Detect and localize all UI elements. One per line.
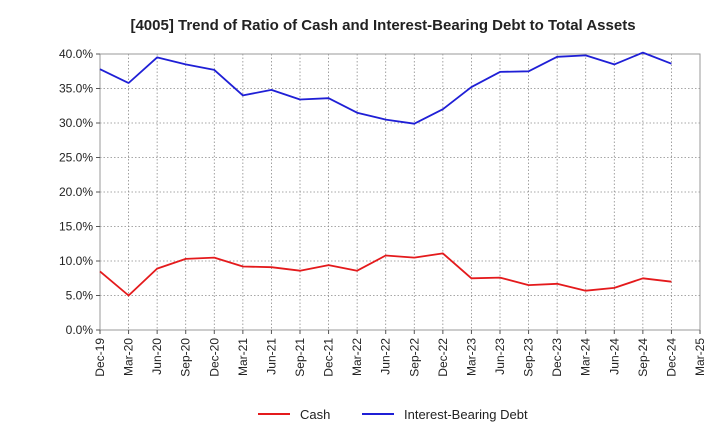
x-tick-label: Dec-24 (664, 338, 678, 377)
x-tick-label: Dec-20 (207, 338, 221, 377)
x-tick-label: Mar-20 (122, 338, 136, 376)
x-tick-label: Dec-22 (436, 338, 450, 377)
x-axis: Dec-19 Mar-20 Jun-20 Sep-20 Dec-20 Mar-21 Jun-… (93, 330, 707, 377)
series-line-cash (99, 252, 672, 297)
x-tick-label: Jun-24 (607, 338, 621, 375)
series-lines (99, 51, 672, 297)
x-tick-label: Mar-23 (464, 338, 478, 376)
x-tick-label: Dec-21 (322, 338, 336, 377)
x-tick-label: Sep-21 (293, 338, 307, 377)
x-tick-label: Mar-21 (236, 338, 250, 376)
series-line-interest-bearing-debt (99, 51, 672, 125)
y-tick-label: 35.0% (59, 82, 93, 96)
x-tick-label: Jun-21 (264, 338, 278, 375)
x-tick-label: Sep-22 (407, 338, 421, 377)
x-tick-label: Mar-24 (579, 338, 593, 376)
y-tick-label: 5.0% (66, 289, 94, 303)
grid (99, 53, 701, 331)
x-tick-label: Jun-22 (379, 338, 393, 375)
y-tick-label: 25.0% (59, 151, 93, 165)
y-tick-label: 20.0% (59, 185, 93, 199)
y-tick-label: 40.0% (59, 47, 93, 61)
x-tick-label: Mar-22 (350, 338, 364, 376)
x-tick-label: Mar-25 (693, 338, 707, 376)
x-tick-label: Dec-19 (93, 338, 107, 377)
x-tick-label: Sep-20 (179, 338, 193, 377)
y-tick-label: 10.0% (59, 254, 93, 268)
x-tick-label: Jun-23 (493, 338, 507, 375)
y-tick-label: 0.0% (66, 323, 94, 337)
legend-label-interest-bearing-debt: Interest-Bearing Debt (404, 407, 528, 422)
x-tick-label: Jun-20 (150, 338, 164, 375)
legend-label-cash: Cash (300, 407, 330, 422)
x-tick-label: Dec-23 (550, 338, 564, 377)
legend: Cash Interest-Bearing Debt (258, 407, 528, 422)
y-tick-label: 15.0% (59, 220, 93, 234)
y-axis: 0.0% 5.0% 10.0% 15.0% 20.0% 25.0% 30.0% 35.0% 40… (59, 47, 100, 337)
chart-title: [4005] Trend of Ratio of Cash and Intere… (130, 17, 635, 34)
x-tick-label: Sep-24 (636, 338, 650, 377)
y-tick-label: 30.0% (59, 116, 93, 130)
x-tick-label: Sep-23 (522, 338, 536, 377)
